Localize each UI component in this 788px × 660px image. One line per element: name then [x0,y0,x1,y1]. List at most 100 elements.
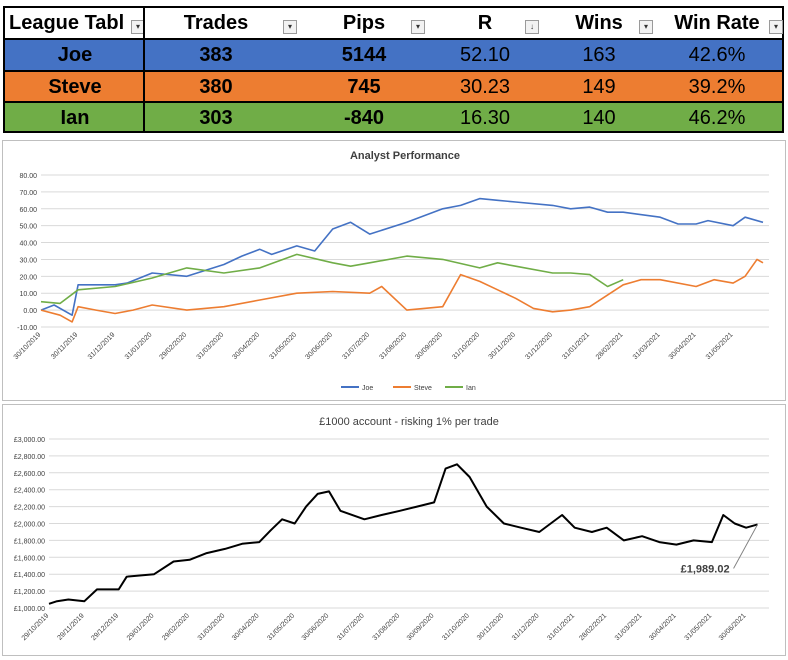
chart-title: Analyst Performance [350,150,460,162]
header-cell: Wins [575,12,623,34]
x-tick-label: 31/05/2021 [705,331,735,361]
x-tick-label: 31/03/2020 [196,331,226,361]
name-cell: Ian [60,107,90,129]
y-tick-label: £1,400.00 [14,572,45,579]
x-tick-label: 31/08/2020 [372,612,402,642]
trades-cell: 380 [199,76,233,98]
series-line-ian [40,253,624,305]
header-cell: Trades [183,12,249,34]
x-tick-label: 30/11/2020 [476,612,505,641]
x-tick-label: 28/02/2021 [578,612,608,642]
wins-cell: 149 [582,76,616,98]
r-cell: 30.23 [459,76,511,98]
filter-dropdown-icon[interactable]: ▾ [411,20,425,34]
pips-cell: -840 [343,107,385,129]
y-tick-label: £3,000.00 [14,437,45,444]
name-cell: Joe [57,44,93,66]
win-rate-cell: 39.2% [688,76,746,98]
annotation-label: £1,989.02 [681,563,730,575]
table-row-ian: Ian 303 -840 16.30 140 46.2% [3,101,784,133]
table-row-steve: Steve 380 745 30.23 149 39.2% [3,70,784,102]
r-cell: 16.30 [459,107,511,129]
x-tick-label: 29/02/2020 [161,612,191,642]
name-cell: Steve [48,76,102,98]
legend-label: Steve [414,385,432,392]
analyst-performance-chart: Analyst Performance 80.00 70.00 60.00 50.00 4… [2,140,786,401]
y-tick-label: £1,000.00 [14,606,45,613]
x-tick-label: 31/01/2020 [124,331,154,361]
series-line-steve [40,258,764,323]
win-rate-cell: 42.6% [688,44,746,66]
trades-cell: 383 [199,44,233,66]
y-tick-label: £2,400.00 [14,488,45,495]
y-tick-label: 30.00 [19,257,37,264]
y-tick-label: £2,600.00 [14,471,45,478]
y-tick-label: £2,200.00 [14,505,45,512]
x-tick-label: 31/12/2020 [511,612,541,642]
win-rate-cell: 46.2% [688,107,746,129]
y-tick-label: 80.00 [19,173,37,180]
x-tick-label: 29/02/2020 [159,331,189,361]
y-tick-label: 0.00 [23,308,37,315]
header-cell: Win Rate [674,12,760,34]
sort-filter-icon[interactable]: ↓ [525,20,539,34]
account-equity-chart: £1000 account - risking 1% per trade £3,0… [2,404,786,656]
x-tick-label: 30/04/2020 [231,612,261,642]
x-tick-label: 29/11/2019 [56,612,85,641]
x-tick-label: 28/02/2021 [595,331,625,361]
r-cell: 52.10 [459,44,511,66]
x-tick-label: 31/03/2021 [632,331,662,361]
y-tick-label: £2,000.00 [14,522,45,529]
x-tick-label: 30/09/2020 [414,331,444,361]
y-tick-label: £1,600.00 [14,555,45,562]
y-tick-label: £1,200.00 [14,589,45,596]
wins-cell: 140 [582,107,616,129]
annotation-leader-line [733,524,759,569]
header-cell: League Tabl [9,12,125,34]
league-table: League Tabl ▾ Trades ▾ Pips ▾ R ↓ Wins ▾… [0,0,788,133]
filter-dropdown-icon[interactable]: ▾ [283,20,297,34]
filter-dropdown-icon[interactable]: ▾ [769,20,783,34]
x-tick-label: 31/10/2020 [441,612,471,642]
x-tick-label: 31/01/2021 [561,331,591,361]
header-row: League Tabl ▾ Trades ▾ Pips ▾ R ↓ Wins ▾… [3,6,784,39]
y-tick-label: 20.00 [19,274,37,281]
x-tick-label: 30/11/2019 [50,331,79,360]
x-tick-label: 31/05/2020 [266,612,296,642]
wins-cell: 163 [582,44,616,66]
series-line-joe [40,197,764,316]
header-cell: Pips [342,12,386,34]
x-tick-label: 30/06/2020 [304,331,334,361]
chart-title: £1000 account - risking 1% per trade [319,416,499,428]
y-tick-label: £1,800.00 [14,538,45,545]
legend-label: Ian [466,385,476,392]
y-tick-label: £2,800.00 [14,454,45,461]
y-tick-label: 70.00 [19,190,37,197]
x-tick-label: 31/10/2020 [451,331,481,361]
analyst-performance-svg: Analyst Performance 80.00 70.00 60.00 50.00 4… [13,150,769,392]
legend-label: Joe [362,385,373,392]
x-tick-label: 31/05/2020 [268,331,298,361]
y-tick-label: 60.00 [19,207,37,214]
x-tick-label: 29/10/2019 [21,612,51,642]
x-tick-label: 30/04/2020 [231,331,261,361]
x-tick-label: 30/06/2021 [718,612,748,642]
pips-cell: 5144 [341,44,387,66]
header-cell: R [477,12,493,34]
x-tick-label: 30/04/2021 [648,612,678,642]
y-tick-label: -10.00 [17,325,37,332]
x-tick-label: 31/12/2019 [87,331,117,361]
filter-dropdown-icon[interactable]: ▾ [639,20,653,34]
x-tick-label: 31/01/2021 [546,612,576,642]
x-tick-label: 31/12/2020 [524,331,554,361]
x-tick-label: 29/12/2019 [90,612,120,642]
x-tick-label: 30/11/2020 [488,331,517,360]
series-line-balance [48,463,758,605]
pips-cell: 745 [347,76,381,98]
x-tick-label: 29/01/2020 [126,612,156,642]
x-tick-label: 31/07/2020 [336,612,366,642]
x-tick-label: 30/09/2020 [406,612,436,642]
y-tick-label: 10.00 [19,291,37,298]
x-tick-label: 31/08/2020 [378,331,408,361]
x-tick-label: 31/03/2021 [614,612,644,642]
